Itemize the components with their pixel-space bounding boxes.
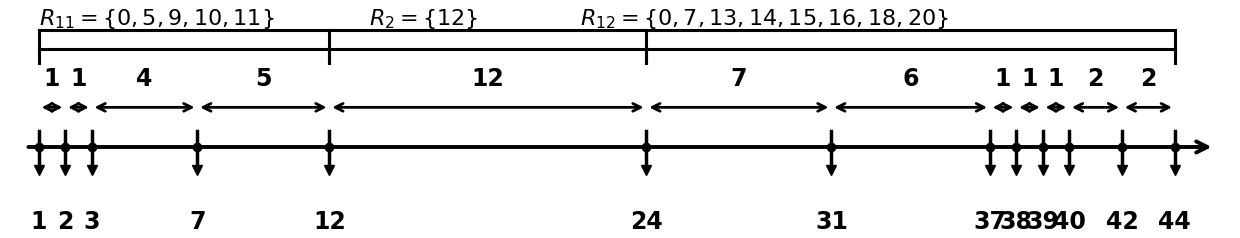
- Text: 1: 1: [1048, 67, 1064, 91]
- Text: $R_{12} = \{0,7,13,14,15,16,18,20\}$: $R_{12} = \{0,7,13,14,15,16,18,20\}$: [580, 7, 949, 31]
- Text: 39: 39: [1027, 210, 1059, 234]
- Text: 31: 31: [815, 210, 848, 234]
- Text: 38: 38: [999, 210, 1033, 234]
- Text: 1: 1: [43, 67, 61, 91]
- Text: 2: 2: [1087, 67, 1104, 91]
- Text: 7: 7: [730, 67, 748, 91]
- Text: $R_2 = \{12\}$: $R_2 = \{12\}$: [370, 7, 479, 31]
- Text: $R_{11} = \{0,5,9,10,11\}$: $R_{11} = \{0,5,9,10,11\}$: [38, 7, 274, 31]
- Text: 1: 1: [1022, 67, 1038, 91]
- Text: 44: 44: [1158, 210, 1192, 234]
- Text: 12: 12: [312, 210, 346, 234]
- Text: 7: 7: [188, 210, 206, 234]
- Text: 40: 40: [1053, 210, 1085, 234]
- Text: 1: 1: [71, 67, 87, 91]
- Text: 1: 1: [994, 67, 1012, 91]
- Text: 2: 2: [57, 210, 73, 234]
- Text: 12: 12: [471, 67, 505, 91]
- Text: 24: 24: [630, 210, 663, 234]
- Text: 4: 4: [136, 67, 153, 91]
- Text: 1: 1: [31, 210, 47, 234]
- Text: 2: 2: [1140, 67, 1157, 91]
- Text: 37: 37: [973, 210, 1007, 234]
- Text: 5: 5: [255, 67, 272, 91]
- Text: 42: 42: [1106, 210, 1138, 234]
- Text: 3: 3: [83, 210, 100, 234]
- Text: 6: 6: [903, 67, 919, 91]
